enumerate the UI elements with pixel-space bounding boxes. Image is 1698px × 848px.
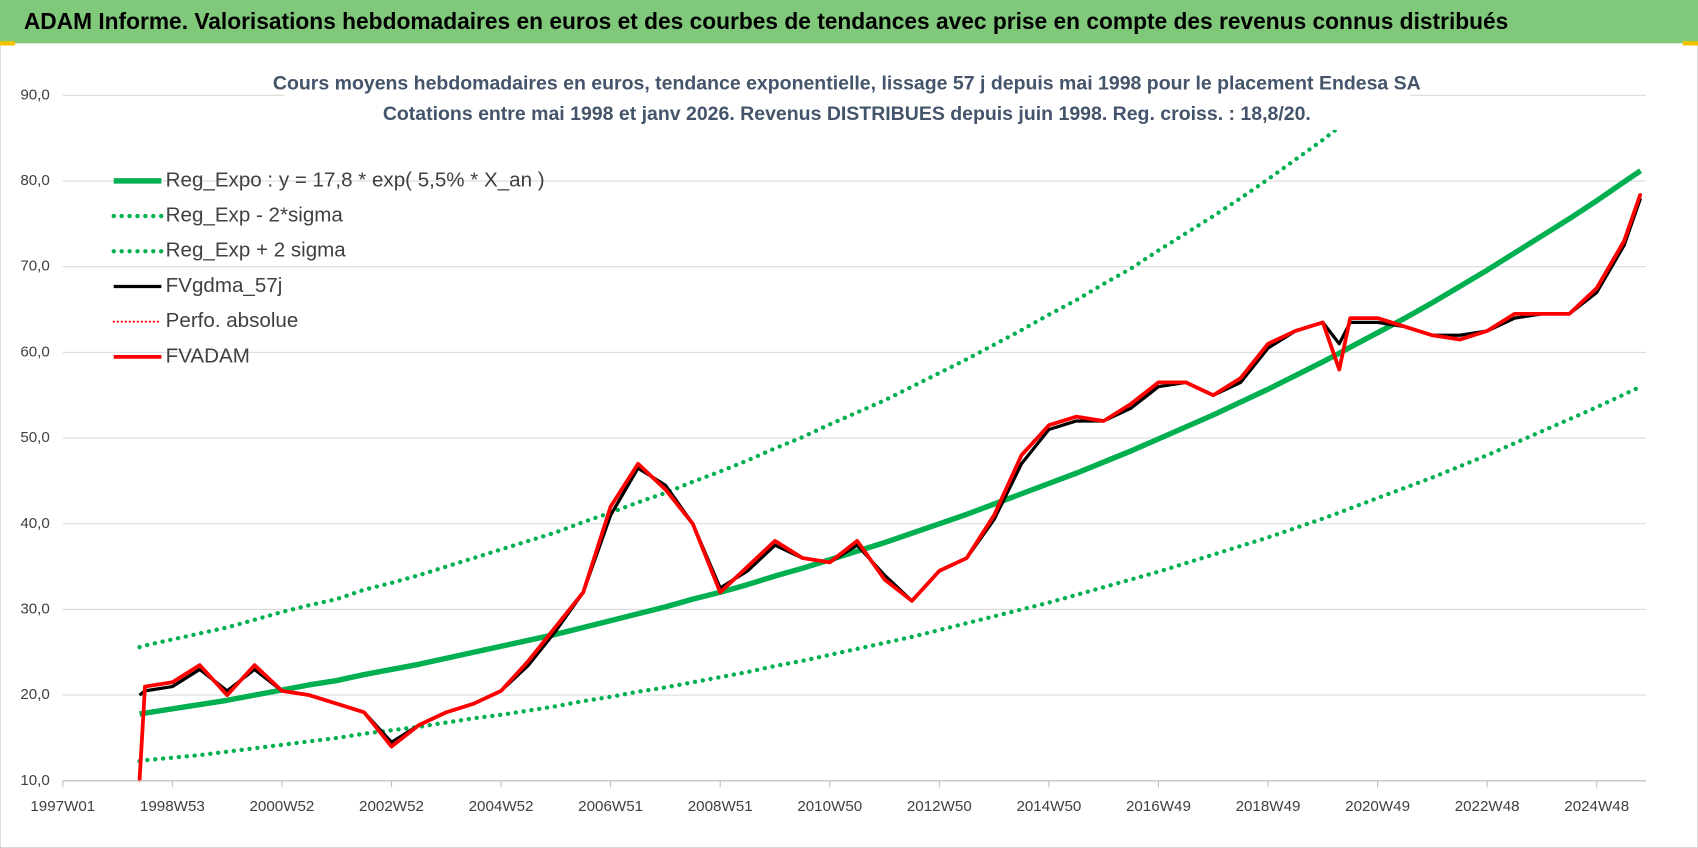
series-line [137, 384, 1643, 764]
y-tick-label: 40,0 [20, 515, 50, 532]
y-tick-label: 80,0 [20, 172, 50, 189]
corner [0, 41, 16, 46]
legend-label: Reg_Exp + 2 sigma [166, 239, 347, 262]
title-box [283, 67, 1410, 130]
x-tick-label: 1997W01 [30, 798, 95, 815]
legend-label: Reg_Expo : y = 17,8 * exp( 5,5% * X_an ) [166, 168, 545, 191]
y-tick-label: 90,0 [20, 86, 50, 103]
x-tick-label: 2004W52 [469, 798, 534, 815]
chart-title: Cours moyens hebdomadaires en euros, ten… [273, 73, 1421, 95]
x-tick-label: 2006W51 [578, 798, 643, 815]
x-tick-label: 2008W51 [688, 798, 753, 815]
x-tick-label: 1998W53 [140, 798, 205, 815]
x-tick-label: 2016W49 [1126, 798, 1191, 815]
series-line [137, 93, 1388, 650]
x-tick-label: 2014W50 [1016, 798, 1081, 815]
x-tick-label: 2002W52 [359, 798, 424, 815]
x-tick-label: 2018W49 [1236, 798, 1301, 815]
legend-label: Perfo. absolue [166, 309, 299, 332]
header-bar [0, 0, 1698, 44]
x-tick-label: 2024W48 [1564, 798, 1629, 815]
y-tick-label: 30,0 [20, 600, 50, 617]
y-tick-label: 10,0 [20, 772, 50, 789]
x-tick-label: 2000W52 [249, 798, 314, 815]
corner [1682, 41, 1698, 46]
x-tick-label: 2020W49 [1345, 798, 1410, 815]
x-tick-label: 2022W48 [1455, 798, 1520, 815]
header-title: ADAM Informe. Valorisations hebdomadaire… [24, 8, 1509, 34]
chart-subtitle: Cotations entre mai 1998 et janv 2026. R… [383, 103, 1311, 125]
legend-label: Reg_Exp - 2*sigma [166, 204, 344, 227]
series-line [137, 193, 1643, 781]
y-tick-label: 70,0 [20, 258, 50, 275]
y-tick-label: 50,0 [20, 429, 50, 446]
x-tick-label: 2012W50 [907, 798, 972, 815]
x-tick-label: 2010W50 [797, 798, 862, 815]
legend-label: FVADAM [166, 344, 250, 367]
y-tick-label: 60,0 [20, 343, 50, 360]
legend-label: FVgdma_57j [166, 274, 283, 297]
y-tick-label: 20,0 [20, 686, 50, 703]
